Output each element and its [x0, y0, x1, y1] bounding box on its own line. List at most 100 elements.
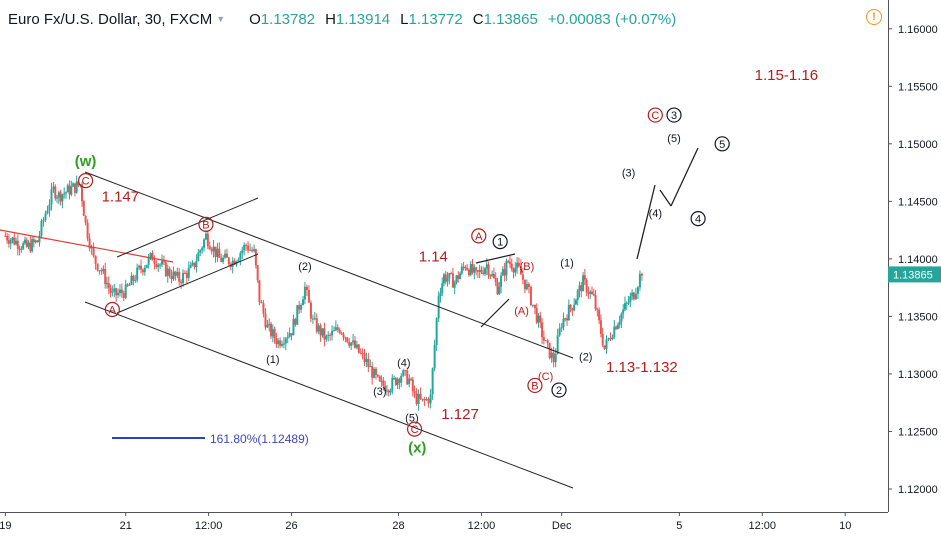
candle-body — [48, 204, 51, 211]
candle-body — [113, 288, 116, 292]
wave-circle-label: 5 — [719, 139, 725, 151]
candle-body — [408, 378, 411, 385]
candle-body — [143, 267, 146, 273]
y-tick-label: 1.12500 — [898, 426, 938, 438]
candle-body — [208, 246, 211, 250]
candle-body — [556, 335, 559, 354]
candle-body — [18, 248, 21, 250]
candle-body — [510, 263, 513, 270]
candle-body — [473, 267, 476, 273]
candle-body — [44, 213, 47, 221]
candle-body — [153, 260, 156, 264]
candle-body — [591, 291, 593, 295]
candle-body — [632, 292, 635, 300]
y-tick-label: 1.13500 — [898, 311, 938, 323]
candle-body — [620, 313, 623, 322]
candle-body — [27, 242, 30, 247]
candle-body — [222, 257, 225, 262]
candle-body — [88, 238, 91, 249]
wave-circle-C — [647, 107, 663, 123]
minor-wave-label: (2) — [579, 352, 592, 364]
warning-icon[interactable]: ! — [866, 9, 882, 25]
candle-body — [180, 281, 183, 284]
candle-body — [70, 186, 73, 195]
wave-circle-label: C — [82, 176, 90, 188]
candle-body — [11, 237, 14, 240]
channel-upper-line — [84, 171, 574, 359]
candle-body — [359, 352, 362, 354]
candle-body — [394, 377, 397, 385]
candle-body — [149, 253, 152, 258]
candle-body — [378, 376, 381, 382]
projection-wave-5 — [670, 147, 699, 207]
candle-body — [46, 210, 49, 214]
candle-body — [496, 282, 499, 295]
y-tick-label: 1.13000 — [898, 369, 938, 381]
minor-wave-label: (4) — [649, 208, 662, 220]
candle-body — [398, 379, 401, 383]
y-tick-label: 1.14000 — [898, 254, 938, 266]
minor-wave-label: (1) — [266, 354, 279, 366]
chevron-down-icon[interactable]: ▼ — [216, 14, 226, 24]
candle-body — [404, 370, 407, 372]
candle-body — [241, 250, 244, 254]
candle-body — [31, 239, 34, 252]
channel-lower-line — [84, 301, 574, 489]
candle-body — [503, 269, 506, 276]
low-label: L — [400, 10, 409, 28]
candle-body — [494, 277, 497, 283]
candle-body — [631, 292, 634, 297]
candle-body — [618, 321, 621, 325]
candle-body — [40, 220, 43, 236]
candle-body — [363, 353, 366, 362]
candle-body — [84, 215, 87, 223]
candle-body — [23, 239, 26, 244]
candle-body — [533, 304, 536, 308]
candle-body — [313, 318, 316, 320]
candle-body — [168, 268, 171, 277]
wave-circle-label: 3 — [671, 110, 677, 122]
candle-body — [296, 305, 299, 325]
candle-body — [601, 333, 604, 346]
candle-body — [277, 340, 280, 344]
candle-body — [467, 269, 470, 276]
candle-body — [564, 318, 567, 320]
candle-body — [302, 299, 305, 306]
candle-body — [634, 293, 637, 300]
candle-body — [258, 280, 261, 303]
candle-body — [367, 358, 370, 368]
symbol-label[interactable]: Euro Fx/U.S. Dollar, 30, FXCM — [8, 10, 213, 28]
candle-body — [427, 398, 430, 404]
candle-body — [104, 268, 107, 285]
x-tick-label: Dec — [552, 520, 572, 532]
candle-body — [585, 279, 588, 293]
candle-body — [566, 318, 569, 321]
minor-wave-label: (A) — [514, 306, 529, 318]
candle-body — [413, 391, 416, 394]
candle-body — [512, 269, 515, 273]
high-label: H — [325, 10, 336, 28]
candle-body — [491, 273, 494, 276]
candle-body — [336, 327, 339, 330]
candle-body — [77, 181, 80, 186]
low-value: 1.13772 — [408, 10, 463, 28]
wave-circle-C — [77, 173, 94, 189]
candle-body — [66, 185, 69, 193]
candle-body — [448, 273, 451, 279]
candle-body — [507, 261, 510, 263]
candle-body — [410, 378, 413, 380]
wave-circle-label: A — [475, 231, 483, 243]
candle-body — [311, 318, 314, 320]
wave-circle-4 — [690, 211, 706, 227]
minor-wave-label: (5) — [667, 133, 680, 145]
candle-body — [145, 264, 148, 268]
candle-body — [254, 249, 257, 266]
candle-body — [350, 342, 353, 346]
minor-wave-label: (3) — [373, 386, 386, 398]
candle-body — [22, 243, 25, 249]
candle-body — [450, 273, 453, 275]
candle-body — [485, 264, 488, 269]
minor-wave-label: (3) — [622, 168, 635, 180]
candle-body — [514, 267, 517, 273]
